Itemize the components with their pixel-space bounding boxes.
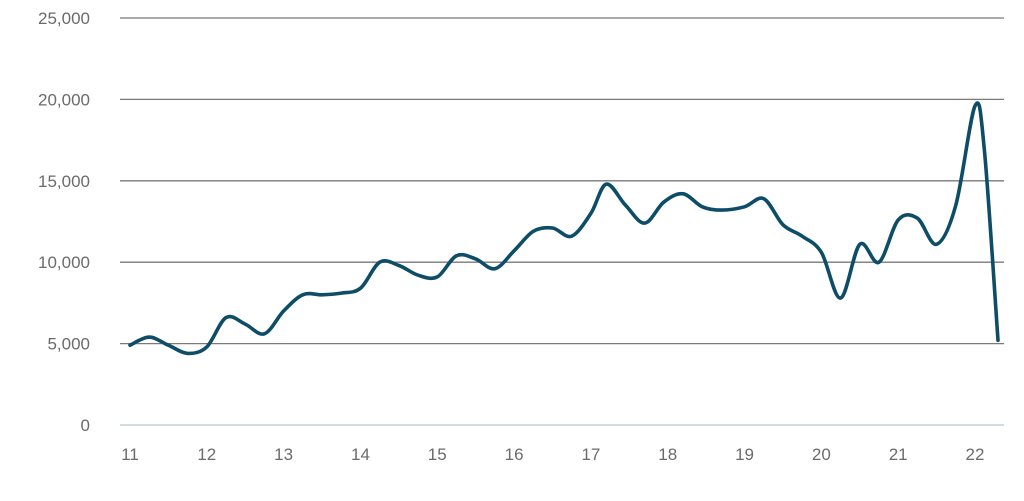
data-point xyxy=(589,211,593,215)
data-point xyxy=(954,203,958,207)
data-point xyxy=(243,322,247,326)
x-tick-label: 12 xyxy=(197,445,216,464)
data-point xyxy=(604,182,608,186)
data-point xyxy=(512,249,516,253)
data-point xyxy=(493,267,497,271)
data-point xyxy=(623,203,627,207)
x-tick-label: 13 xyxy=(274,445,293,464)
data-point xyxy=(896,218,900,222)
series-line xyxy=(128,101,1000,356)
data-point xyxy=(205,345,209,349)
x-tick-label: 11 xyxy=(121,445,139,464)
series-points xyxy=(128,104,1000,355)
data-point xyxy=(662,200,666,204)
data-point xyxy=(643,221,647,225)
x-tick-label: 22 xyxy=(966,445,985,464)
data-point xyxy=(915,216,919,220)
data-point xyxy=(570,234,574,238)
data-point xyxy=(973,104,977,108)
data-point xyxy=(320,293,324,297)
data-point xyxy=(935,242,939,246)
x-axis-tick-labels: 11 12 13 14 15 16 17 18 19 20 21 22 xyxy=(121,445,984,464)
data-point xyxy=(839,296,843,300)
data-point xyxy=(877,260,881,264)
data-point xyxy=(166,343,170,347)
x-tick-label: 17 xyxy=(581,445,600,464)
data-point xyxy=(147,335,151,339)
data-point xyxy=(762,197,766,201)
y-tick-label: 10,000 xyxy=(38,253,90,272)
y-tick-label: 25,000 xyxy=(38,9,90,28)
x-tick-label: 15 xyxy=(428,445,447,464)
data-point xyxy=(982,146,986,150)
x-tick-label: 20 xyxy=(812,445,831,464)
data-point xyxy=(339,291,343,295)
data-point xyxy=(397,263,401,267)
data-point xyxy=(700,205,704,209)
data-point xyxy=(474,257,478,261)
data-point xyxy=(819,250,823,254)
data-point xyxy=(186,351,190,355)
data-point xyxy=(743,205,747,209)
x-tick-label: 14 xyxy=(351,445,370,464)
data-point xyxy=(720,208,724,212)
y-axis-tick-labels: 0 5,000 10,000 15,000 20,000 25,000 xyxy=(38,9,90,435)
data-point xyxy=(681,192,685,196)
x-tick-label: 21 xyxy=(889,445,908,464)
data-point xyxy=(282,309,286,313)
y-tick-label: 15,000 xyxy=(38,172,90,191)
data-point xyxy=(224,316,228,320)
data-point xyxy=(858,242,862,246)
data-point xyxy=(262,332,266,336)
data-point xyxy=(781,223,785,227)
data-point xyxy=(531,229,535,233)
x-tick-label: 16 xyxy=(505,445,524,464)
data-point xyxy=(301,293,305,297)
grid-lines xyxy=(120,17,1004,426)
data-point xyxy=(358,286,362,290)
x-tick-label: 18 xyxy=(658,445,677,464)
data-point xyxy=(378,260,382,264)
y-tick-label: 20,000 xyxy=(38,90,90,109)
data-point xyxy=(996,338,1000,342)
y-tick-label: 5,000 xyxy=(47,335,90,354)
data-point xyxy=(416,273,420,277)
data-point xyxy=(800,234,804,238)
y-tick-label: 0 xyxy=(81,416,90,435)
data-point xyxy=(128,343,132,347)
x-tick-label: 19 xyxy=(735,445,754,464)
data-point xyxy=(551,226,555,230)
data-point xyxy=(435,275,439,279)
data-point xyxy=(454,254,458,258)
